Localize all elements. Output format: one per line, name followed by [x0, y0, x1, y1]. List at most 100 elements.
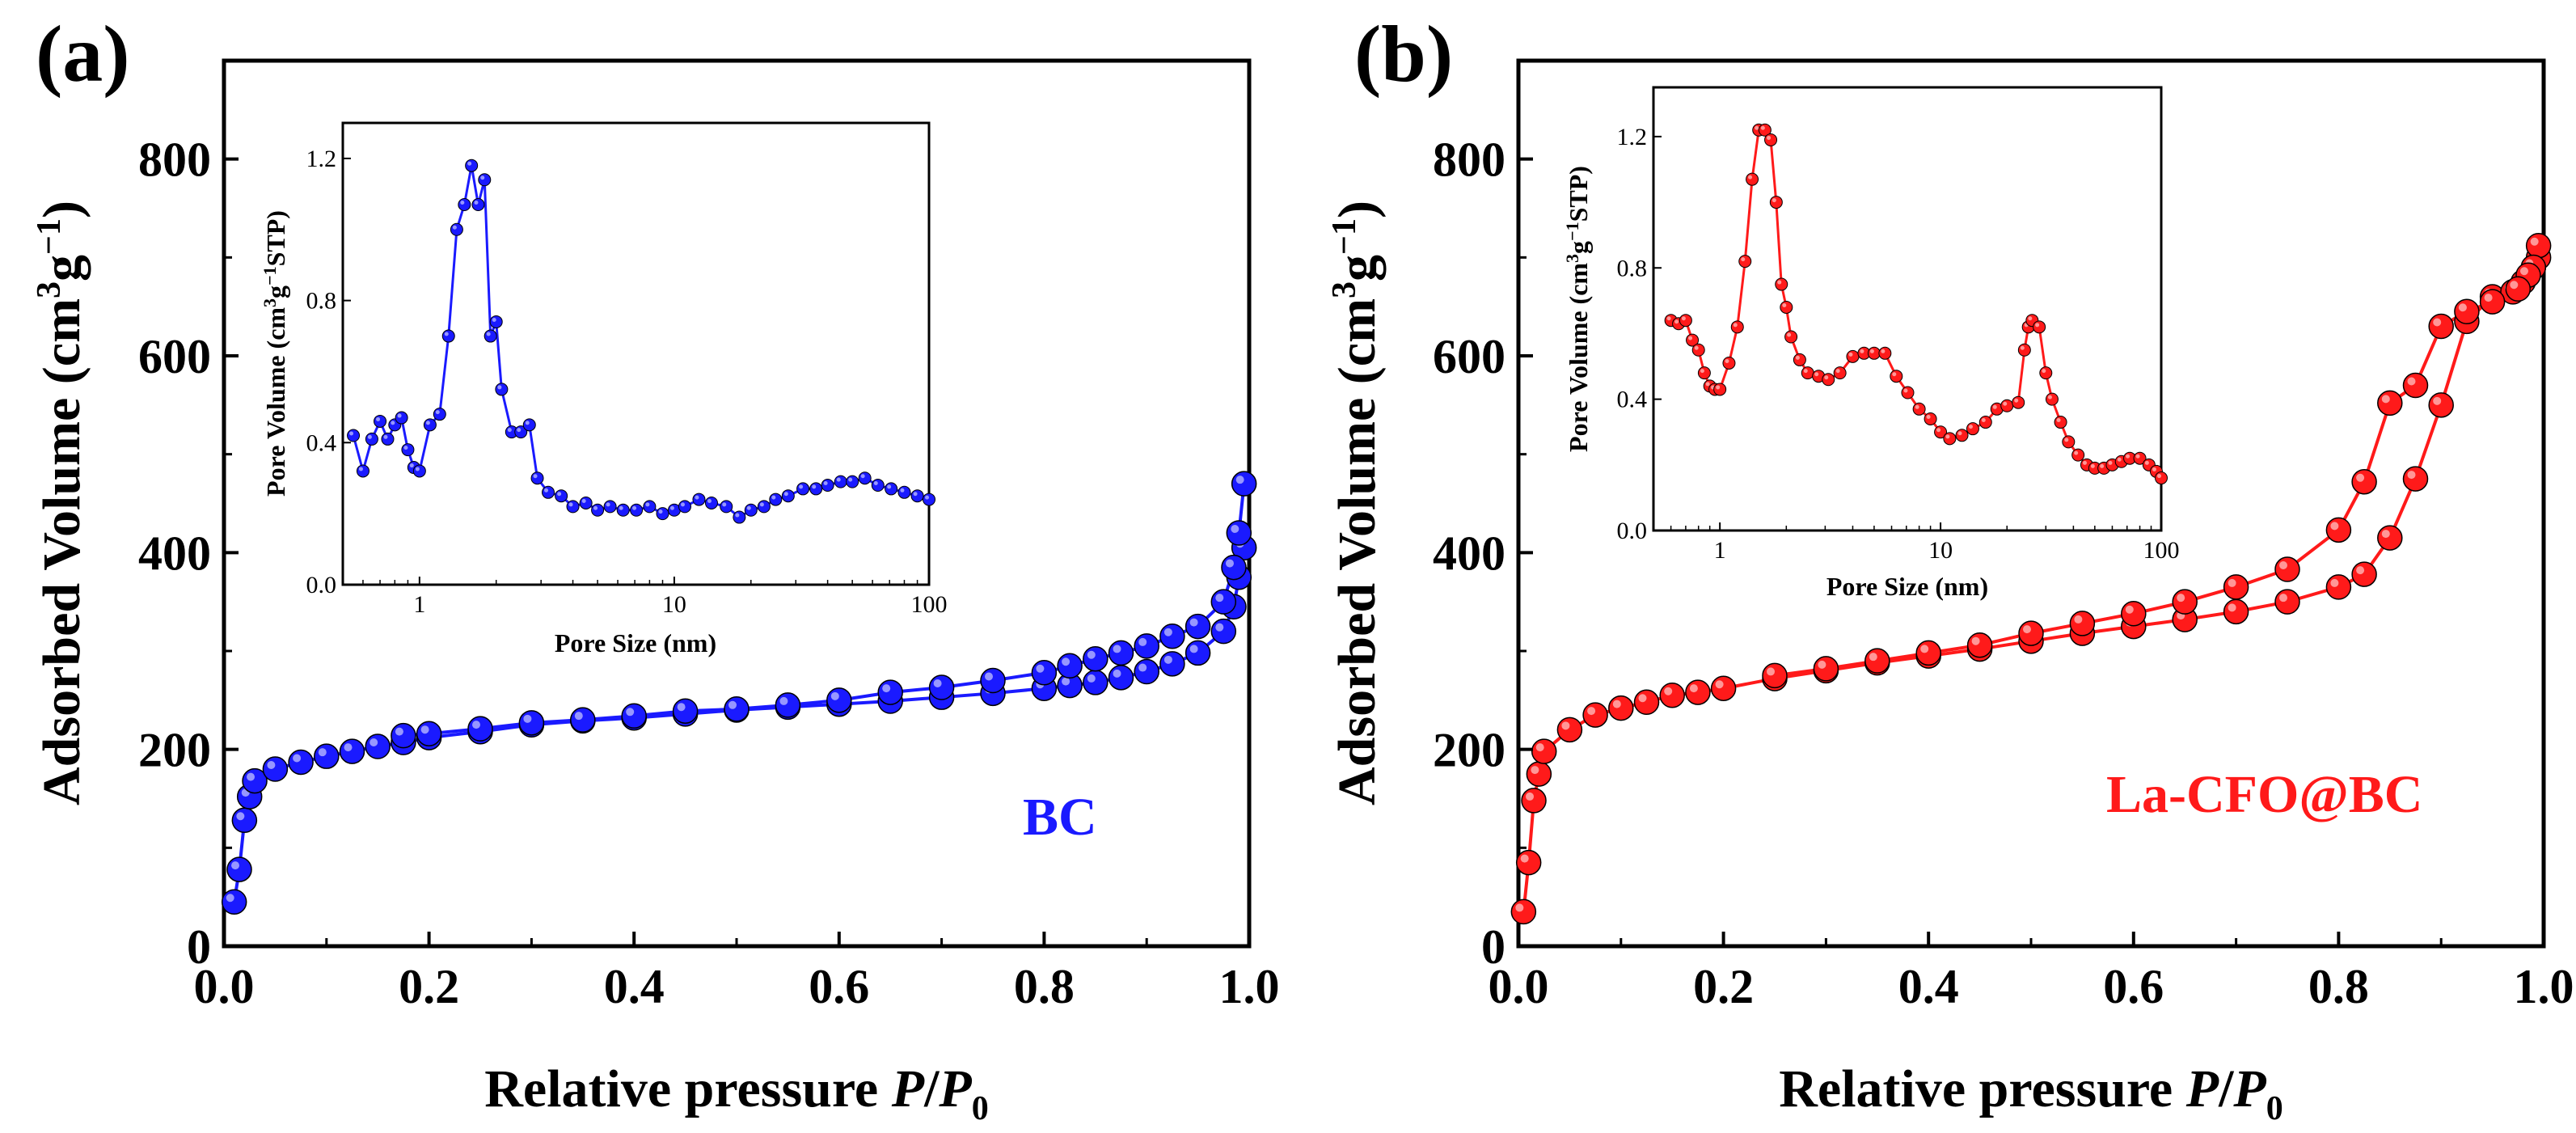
panel-a-inset-point: [871, 479, 885, 493]
panel-b-inset-point: [1867, 346, 1881, 360]
panel-b-adsorption-point-highlight: [2407, 471, 2416, 480]
panel-b-inset-point: [1691, 343, 1705, 357]
panel-a-desorption-point-highlight: [1235, 476, 1244, 484]
panel-b-desorption-point: [1813, 656, 1839, 682]
panel-a-adsorption-point-highlight: [231, 861, 240, 870]
panel-a-inset-point-highlight: [492, 317, 496, 322]
panel-b-adsorption-point: [2351, 561, 2377, 587]
panel-b-desorption-point-highlight: [2407, 377, 2416, 386]
panel-a-desorption-point: [1108, 640, 1134, 666]
panel-a-inset-point-highlight: [435, 410, 440, 415]
panel-a-inset-point: [858, 471, 872, 485]
panel-a-inset-point: [395, 411, 408, 425]
panel-a-inset-point-highlight: [415, 467, 420, 471]
panel-b-annotation: La-CFO@BC: [2106, 765, 2422, 824]
panel-b-inset-point: [1775, 277, 1788, 291]
panel-b-inset-point: [1793, 353, 1806, 366]
panel-b-adsorption-point-highlight: [1561, 721, 1570, 730]
panel-a-desorption-point-highlight: [779, 696, 788, 705]
panel-b-adsorption-line: [1522, 256, 2540, 912]
panel-b-inset-point-highlight: [1892, 372, 1897, 377]
panel-a-inset-point: [347, 429, 361, 442]
panel-a-desorption-point-highlight: [523, 714, 532, 723]
panel-b-inset-point: [1901, 386, 1915, 400]
panel-a-adsorption-point: [221, 889, 247, 915]
panel-b-adsorption-point: [2377, 525, 2403, 551]
panel-b-adsorption-point-highlight: [1535, 743, 1544, 752]
panel-b-adsorption-point: [1582, 702, 1608, 728]
panel-b-letter: (b): [1354, 9, 1453, 99]
panel-b-adsorption-point-highlight: [1638, 694, 1647, 703]
panel-a-desorption-point-highlight: [1138, 637, 1147, 646]
panel-a-inset-point: [365, 432, 378, 446]
panel-b-adsorption-point: [2428, 392, 2454, 418]
panel-b-adsorption-point-highlight: [2433, 396, 2442, 405]
panel-a-desorption-point-highlight: [1231, 525, 1239, 533]
panel-a-inset-point-highlight: [409, 463, 414, 468]
panel-a-adsorption-point: [288, 749, 314, 776]
panel-a-inset-ylabel: Pore Volume (cm3g−1STP): [260, 210, 290, 497]
panel-b-inset-point-highlight: [1881, 349, 1886, 353]
panel-b-desorption-point: [2402, 372, 2429, 399]
panel-a-inset-point-highlight: [376, 416, 381, 421]
panel-a-inset-point-highlight: [517, 428, 522, 433]
panel-b-desorption-point: [2525, 232, 2552, 259]
panel-a-inset-point-highlight: [425, 421, 430, 425]
panel-a-inset-xtick-label: 1: [413, 591, 425, 618]
panel-b-desorption-point: [2454, 298, 2480, 324]
panel-b-inset-point: [2054, 416, 2067, 429]
panel-b-inset-point: [1833, 366, 1847, 380]
panel-a-tick-layer: 0.0 0.2 0.4 0.6 0.8 1.0 0 200 400 600 800: [138, 133, 1280, 1013]
panel-a-inset-point-highlight: [593, 505, 598, 510]
panel-b-inset-point-highlight: [1787, 332, 1792, 337]
panel-a-inset-point: [489, 315, 503, 328]
panel-b-adsorption-point: [1685, 679, 1711, 705]
panel-b-inset-point: [1912, 402, 1926, 416]
panel-b-series-layer: [1510, 232, 2552, 925]
panel-b-inset-point-highlight: [1945, 434, 1950, 439]
panel-a-inset-point-highlight: [349, 431, 354, 436]
panel-b-inset-point-highlight: [2152, 467, 2156, 471]
panel-a-desorption-point: [1134, 633, 1159, 659]
panel-a-desorption-point-highlight: [882, 684, 891, 693]
panel-b-adsorption-point: [1659, 683, 1685, 708]
panel-b-inset-ytick-label: 1.2: [1617, 124, 1648, 150]
panel-b-inset-point-highlight: [1755, 125, 1759, 130]
panel-b-ytick-label: 800: [1433, 133, 1505, 187]
panel-b-desorption-point-highlight: [2433, 318, 2442, 327]
panel-a-adsorption-point-highlight: [344, 743, 353, 752]
panel-a-adsorption-point-highlight: [370, 738, 378, 747]
panel-a-desorption-point: [621, 703, 647, 729]
panel-a-inset-point: [579, 496, 593, 509]
panel-a-desorption-point-highlight: [420, 725, 429, 734]
panel-b-inset-point-highlight: [1795, 355, 1800, 360]
panel-a-inset-point: [412, 464, 426, 478]
panel-a-desorption-point: [980, 667, 1006, 694]
panel-b-inset-point-highlight: [2028, 316, 2033, 321]
panel-b-xtick-label: 0.4: [1898, 960, 1959, 1013]
panel-b-inset-xlabel: Pore Size (nm): [1826, 572, 1988, 601]
panel-a-inset-point-highlight: [391, 421, 395, 425]
panel-b-inset-point: [1890, 370, 1903, 383]
panel-a-desorption-point: [826, 687, 852, 713]
panel-b-inset-point-highlight: [2100, 463, 2105, 468]
panel-b-desorption-point-highlight: [2074, 615, 2083, 624]
panel-a-inset-point-highlight: [873, 481, 878, 486]
panel-a-inset-point: [678, 500, 691, 514]
panel-a-series-layer: [221, 471, 1257, 915]
panel-a-inset-point-highlight: [735, 513, 740, 518]
panel-b-inset-point: [1955, 429, 1969, 442]
panel-a-plot: 0.0 0.2 0.4 0.6 0.8 1.0 0 200 400 600 800: [138, 58, 1280, 1013]
panel-b-xtick-label: 0.6: [2103, 960, 2164, 1013]
panel-b-inset-point-highlight: [1767, 135, 1772, 140]
panel-b-inset-point: [2155, 471, 2168, 485]
panel-a-inset-point-highlight: [632, 505, 637, 510]
panel-a-desorption-point: [724, 696, 750, 722]
panel-a-inset-point-highlight: [525, 421, 530, 425]
panel-b-xtick-label: 0.0: [1489, 960, 1549, 1013]
panel-b-desorption-point: [2428, 313, 2454, 340]
panel-a-inset-tick-layer: 1 10 100 0.0 0.4 0.8 1.2: [306, 146, 948, 618]
panel-a-inset-point: [692, 493, 706, 506]
panel-b-adsorption-point: [2402, 466, 2429, 492]
panel-a-desorption-point-highlight: [728, 700, 737, 709]
